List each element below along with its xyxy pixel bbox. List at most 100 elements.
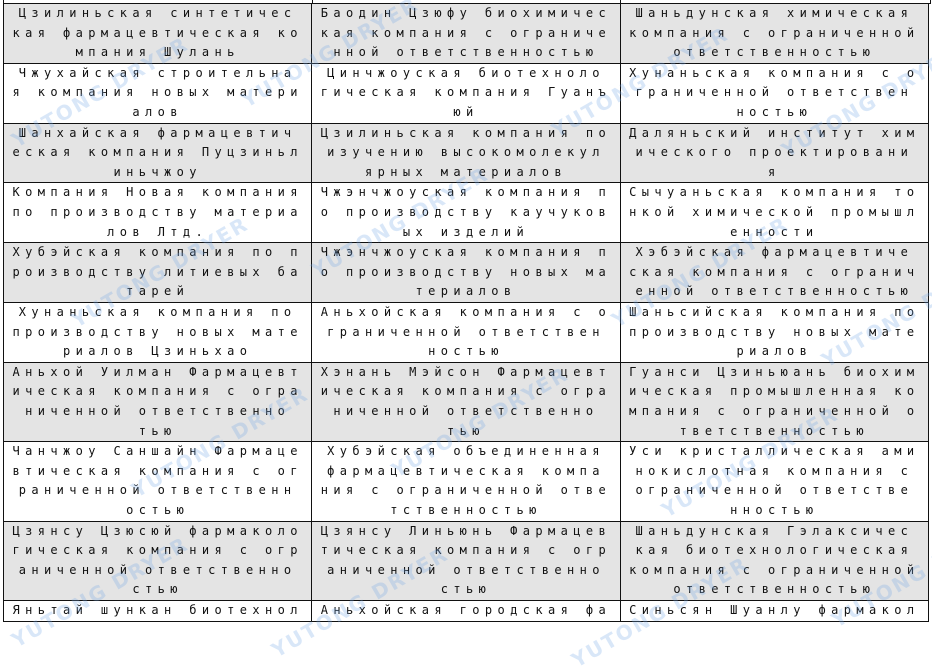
company-name-line: по производству материа: [12, 204, 303, 219]
company-name-line: мпания с ограниченной о: [629, 403, 920, 418]
company-cell: Хэбэйская фармацевтиче ская компания с ог…: [619, 242, 930, 303]
company-name-line: Сычуаньская компания то: [629, 185, 920, 200]
company-name-line: Чжухайская строительна: [18, 65, 297, 80]
company-name-line: изучению высокомолекул: [327, 145, 605, 160]
table-row: Яньтай шункан биотехнол Аньхойская городс…: [2, 599, 930, 622]
company-cell: Баодин Цзюфу биохимичес кая компания с ог…: [311, 3, 621, 64]
company-name-line: кая биотехнологическая: [635, 543, 914, 558]
company-name-line: Цзянсу Цзюсюй фармаколо: [12, 523, 303, 538]
company-name-line: Хубэйская компания по п: [12, 245, 303, 260]
company-name-line: гическая компания Гуанъ: [320, 85, 612, 100]
company-name-line: ностью: [428, 344, 504, 359]
company-name-line: стью: [440, 582, 492, 597]
company-name-line: гическая компания с огр: [12, 543, 303, 558]
company-cell: Аньхойская городская фа: [311, 599, 621, 622]
company-cell: Чжухайская строительна я компания новых м…: [2, 62, 313, 124]
company-cell: Аньхойская компания с о граниченной ответ…: [311, 301, 621, 363]
company-name-line: тическая компания с огр: [320, 543, 612, 558]
company-name-line: мпания Шулань: [75, 45, 240, 60]
company-name-line: ярных материалов: [364, 164, 567, 179]
company-name-line: граниченной ответствен: [327, 324, 605, 339]
company-cell: Аньхой Уилман Фармацевт ическая компания …: [2, 361, 313, 443]
company-cell: Хунаньская компания по производству новых…: [2, 301, 313, 363]
company-cell: Яньтай шункан биотехнол: [2, 599, 313, 622]
company-name-line: тью: [138, 423, 177, 438]
table-row: Хунаньская компания по производству новых…: [2, 301, 930, 363]
company-name-line: Шаньдунская химическая: [635, 6, 914, 20]
company-cell: Хэнань Мэйсон Фармацевт ическая компания …: [311, 361, 621, 443]
company-name-line: ограниченной ответстве: [635, 483, 914, 498]
company-cell: Чжэнчжоуская компания п о производству ка…: [311, 182, 621, 244]
company-cell: Сычуаньская компания то нкой химической п…: [619, 182, 930, 244]
company-name-line: Компания Новая компания: [12, 185, 303, 200]
company-cell: Цзилиньская компания по изучению высокомо…: [311, 122, 621, 184]
company-name-line: Хунаньская компания с о: [629, 65, 920, 80]
company-cell: Шаньдунская химическая компания с огранич…: [619, 3, 930, 64]
company-name-line: Синьсян Шуанлу фармакол: [629, 602, 920, 617]
company-name-line: Хунаньская компания по: [18, 304, 297, 319]
company-name-line: граниченной ответствен: [635, 85, 914, 100]
company-name-line: роизводству литиевых ба: [12, 264, 303, 279]
company-name-line: я: [768, 164, 781, 179]
table-row: Цзянсу Цзюсюй фармаколо гическая компания…: [2, 520, 930, 601]
company-name-line: Цинчжоуская биотехноло: [327, 65, 605, 80]
company-cell: Цзянсу Линьюнь Фармацев тическая компания…: [311, 520, 621, 601]
company-name-line: ниченной ответственно: [333, 403, 599, 418]
company-cell: Компания Новая компания по производству м…: [2, 182, 313, 244]
company-name-line: ответственностью: [673, 45, 876, 60]
company-cell: Шаньсийская компания по производству новы…: [619, 301, 930, 363]
table-row: Чанчжоу Саншайн Фармаце втическая компани…: [2, 441, 930, 522]
company-name-line: фармацевтическая компа: [327, 463, 605, 478]
company-name-line: ых изделий: [402, 224, 530, 239]
company-name-line: нкой химической промышл: [629, 204, 920, 219]
company-name-line: Шаньдунская Гэлаксичес: [635, 523, 914, 538]
company-name-line: териалов: [415, 284, 517, 299]
company-name-line: компания с ограниченной: [629, 562, 920, 577]
company-cell: Гуанси Цзиньюань биохим ическая промышлен…: [619, 361, 930, 443]
company-name-line: Аньхойская городская фа: [320, 602, 612, 617]
company-name-line: ответственностью: [673, 582, 876, 597]
company-cell: Синьсян Шуанлу фармакол: [619, 599, 930, 622]
company-name-line: лов Лтд.: [107, 224, 209, 239]
company-name-line: Чанчжоу Саншайн Фармаце: [12, 444, 303, 459]
company-name-line: иньчжоу: [113, 164, 202, 179]
company-name-line: Даляньский институт хим: [629, 125, 920, 140]
company-name-line: риалов Цзиньхао: [62, 344, 253, 359]
company-name-line: стью: [132, 582, 183, 597]
company-name-line: я компания новых матери: [12, 85, 303, 100]
company-name-line: ностью: [736, 104, 813, 119]
company-name-line: остью: [126, 502, 190, 517]
company-name-line: компания с ограниченной: [629, 25, 920, 40]
company-cell: Даляньский институт хим ического проектир…: [619, 122, 930, 184]
company-name-line: Яньтай шункан биотехнол: [12, 602, 303, 617]
company-name-line: тственностью: [390, 502, 542, 517]
company-name-line: Чжэнчжоуская компания п: [320, 245, 612, 260]
company-cell: Цзилиньская синтетичес кая фармацевтическ…: [2, 3, 313, 64]
company-name-line: Баодин Цзюфу биохимичес: [320, 6, 612, 20]
company-name-line: Хэнань Мэйсон Фармацевт: [320, 364, 612, 379]
company-name-line: ическая компания с огра: [12, 384, 303, 399]
company-name-line: аниченной ответственно: [18, 562, 297, 577]
table-row: Компания Новая компания по производству м…: [2, 182, 930, 244]
company-name-line: тветственностью: [679, 423, 870, 438]
company-name-line: Цзилиньская синтетичес: [18, 6, 297, 20]
company-name-line: втическая компания с ог: [12, 463, 303, 478]
company-name-line: Цзянсу Линьюнь Фармацев: [320, 523, 612, 538]
company-table: Цзилиньская синтетичес кая фармацевтическ…: [2, 3, 930, 622]
company-name-line: ическая промышленная ко: [629, 384, 920, 399]
company-cell: Цзянсу Цзюсюй фармаколо гическая компания…: [2, 520, 313, 601]
company-name-line: тью: [447, 423, 485, 438]
company-cell: Хубэйская компания по п роизводству литие…: [2, 242, 313, 303]
table-row: Шанхайская фармацевтич еская компания Пуц…: [2, 122, 930, 184]
company-cell: Шаньдунская Гэлаксичес кая биотехнологиче…: [619, 520, 930, 601]
company-cell: Цинчжоуская биотехноло гическая компания …: [311, 62, 621, 124]
company-name-line: ния с ограниченной отве: [320, 483, 612, 498]
company-name-line: нокислотная компания с: [635, 463, 914, 478]
company-cell: Чжэнчжоуская компания п о производству но…: [311, 242, 621, 303]
company-name-line: ического проектировани: [635, 145, 914, 160]
company-name-line: производству новых мате: [629, 324, 920, 339]
company-name-line: Аньхой Уилман Фармацевт: [12, 364, 303, 379]
company-name-line: о производству новых ма: [320, 264, 612, 279]
company-name-line: риалов: [736, 344, 813, 359]
company-cell: Чанчжоу Саншайн Фармаце втическая компани…: [2, 441, 313, 522]
